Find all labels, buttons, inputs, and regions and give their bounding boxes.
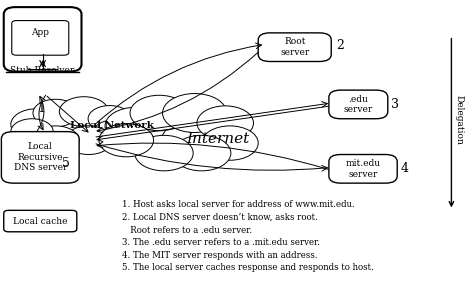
FancyBboxPatch shape <box>4 210 77 232</box>
Text: Delegation: Delegation <box>455 95 464 145</box>
Text: Local Network: Local Network <box>70 121 154 130</box>
Circle shape <box>135 135 193 171</box>
Text: 4. The MIT server responds with an address.: 4. The MIT server responds with an addre… <box>121 251 317 260</box>
Text: Stub Resolver: Stub Resolver <box>10 66 75 75</box>
Text: 5: 5 <box>63 157 70 170</box>
Circle shape <box>105 107 166 144</box>
Circle shape <box>99 124 154 157</box>
Text: Internet: Internet <box>187 132 250 146</box>
FancyBboxPatch shape <box>4 7 82 71</box>
Text: 3: 3 <box>391 98 399 111</box>
FancyBboxPatch shape <box>329 155 397 183</box>
Text: 1: 1 <box>37 102 46 115</box>
Circle shape <box>11 119 53 144</box>
Circle shape <box>130 95 189 131</box>
FancyBboxPatch shape <box>12 21 69 55</box>
Circle shape <box>59 97 109 127</box>
Text: Local cache: Local cache <box>13 216 67 225</box>
Text: 4: 4 <box>400 162 408 175</box>
Text: 3. The .edu server refers to a .mit.edu server.: 3. The .edu server refers to a .mit.edu … <box>121 238 319 247</box>
Circle shape <box>173 135 231 171</box>
Text: 2. Local DNS server doesn’t know, asks root.: 2. Local DNS server doesn’t know, asks r… <box>121 213 317 222</box>
Text: .edu
server: .edu server <box>344 95 373 114</box>
FancyBboxPatch shape <box>258 33 331 62</box>
Text: 1. Host asks local server for address of www.mit.edu.: 1. Host asks local server for address of… <box>121 200 354 209</box>
Circle shape <box>88 105 131 132</box>
Text: Local
Recursive
DNS server: Local Recursive DNS server <box>14 142 67 172</box>
Circle shape <box>11 109 63 140</box>
Text: App: App <box>31 28 49 37</box>
Circle shape <box>32 126 79 155</box>
Circle shape <box>33 99 78 127</box>
Text: Root refers to a .edu server.: Root refers to a .edu server. <box>121 225 252 234</box>
Text: 2: 2 <box>336 39 344 52</box>
Circle shape <box>163 94 227 132</box>
Text: Root
server: Root server <box>280 38 310 57</box>
FancyBboxPatch shape <box>329 90 388 119</box>
Circle shape <box>93 120 136 146</box>
FancyBboxPatch shape <box>1 131 79 183</box>
Circle shape <box>201 126 258 160</box>
Circle shape <box>65 126 112 155</box>
Text: 5. The local server caches response and responds to host.: 5. The local server caches response and … <box>121 263 374 272</box>
Text: mit.edu
server: mit.edu server <box>346 159 381 179</box>
Circle shape <box>197 106 254 140</box>
